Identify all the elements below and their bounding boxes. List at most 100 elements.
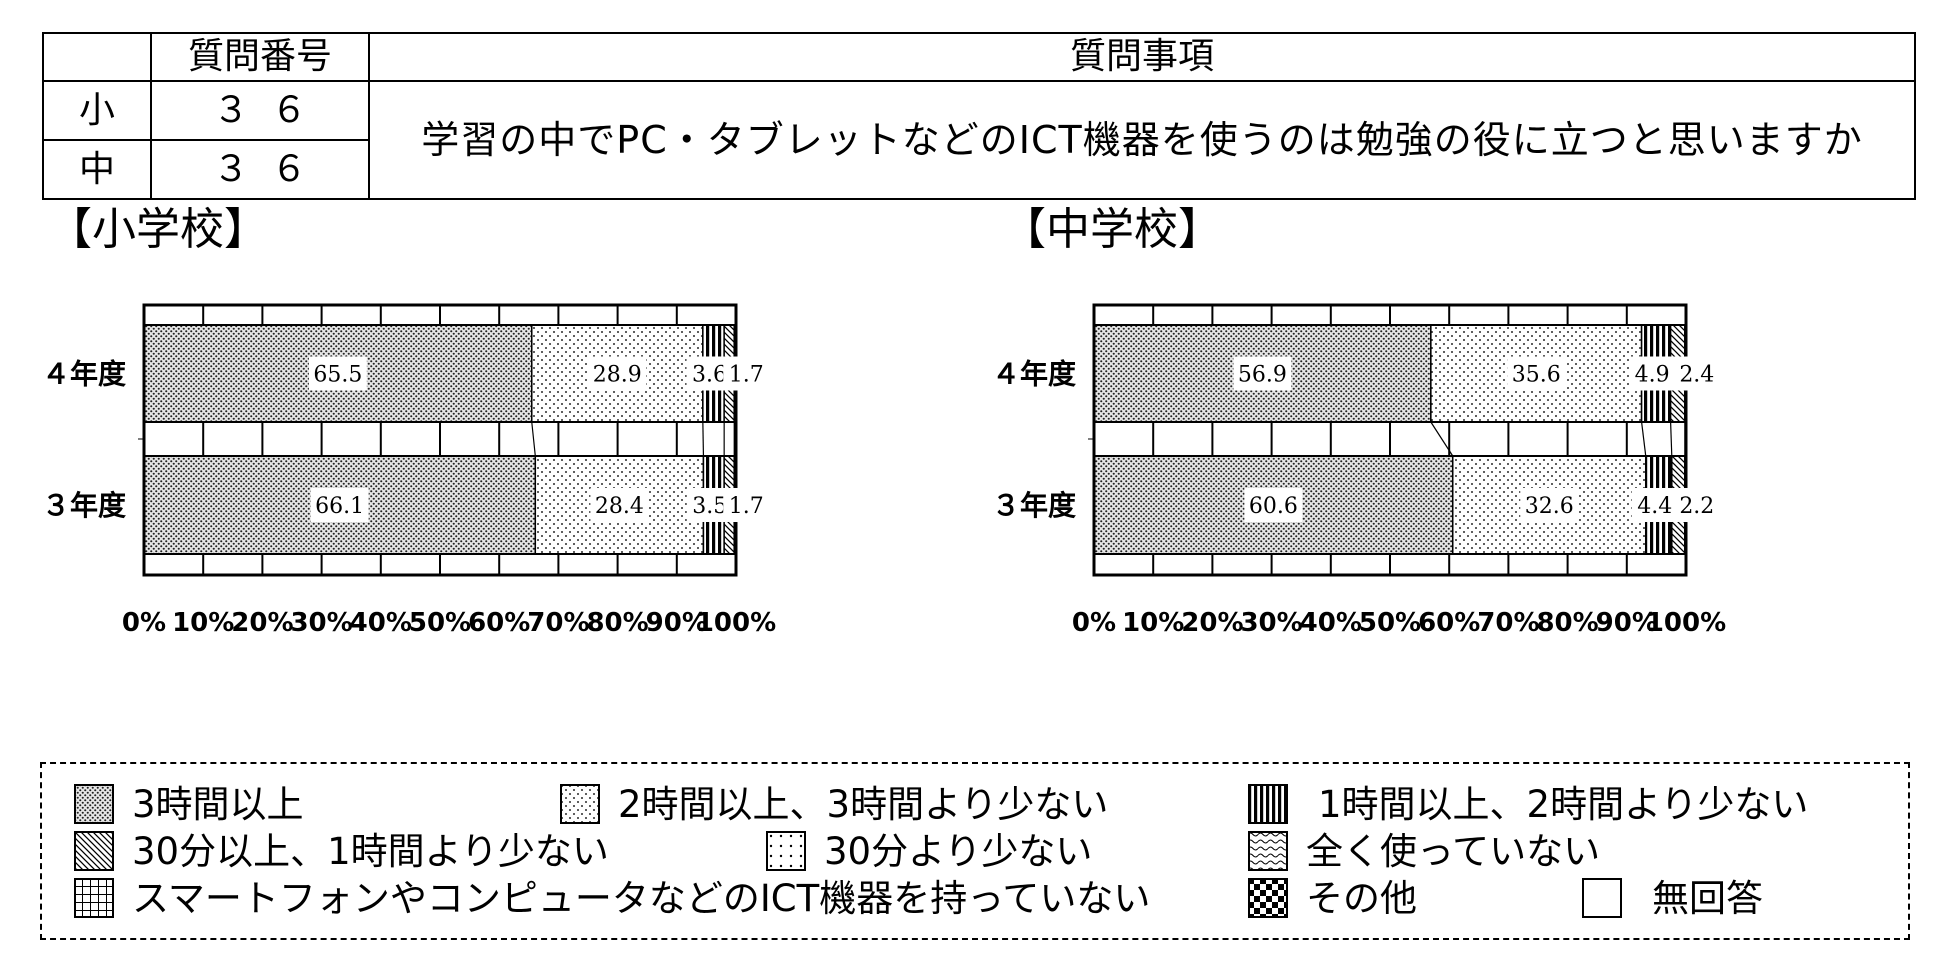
question-text: 学習の中でPC・タブレットなどのICT機器を使うのは勉強の役に立つと思いますか: [368, 80, 1916, 200]
section-title-junior-high: 【中学校】: [1002, 204, 1222, 255]
x-tick-label: 30%: [1240, 608, 1302, 638]
pattern-swatch-icon: [1248, 878, 1288, 918]
data-label-background: [590, 488, 649, 522]
pattern-swatch-icon: [766, 831, 806, 871]
x-tick-label: 80%: [586, 608, 648, 638]
pattern-swatch-icon: [560, 784, 600, 824]
data-label-background: [1233, 356, 1292, 391]
x-tick-label: 0%: [1072, 608, 1116, 638]
x-tick-label: 90%: [646, 608, 708, 638]
data-label-background: [1507, 356, 1566, 391]
data-label: 66.1: [315, 494, 364, 519]
legend-item-under-30m: 30分より少ない: [766, 831, 1092, 871]
x-tick-label: 100%: [1646, 608, 1726, 638]
data-label: 56.9: [1238, 363, 1287, 388]
question-number-elementary: ３６: [150, 80, 370, 141]
x-tick-label: 40%: [350, 608, 412, 638]
legend-item-no-device: スマートフォンやコンピュータなどのICT機器を持っていない: [74, 878, 1150, 918]
question-number-junior-high: ３６: [150, 139, 370, 200]
pattern-swatch-icon: [1248, 831, 1288, 871]
pattern-swatch-icon: [74, 878, 114, 918]
pattern-swatch-icon: [1582, 878, 1622, 918]
data-label: 3.5: [692, 494, 727, 519]
x-tick-label: 80%: [1536, 608, 1598, 638]
pattern-swatch-icon: [1248, 784, 1288, 824]
question-number-header: 質問番号: [150, 32, 370, 82]
legend-item-never-used: 全く使っていない: [1248, 831, 1600, 871]
data-label: 28.9: [593, 363, 642, 388]
connector-line: [1670, 421, 1673, 457]
data-label-background: [1629, 356, 1676, 391]
data-label-background: [1673, 488, 1720, 522]
x-tick-label: 70%: [1477, 608, 1539, 638]
x-tick-label: 100%: [696, 608, 776, 638]
data-label: 32.6: [1525, 494, 1574, 519]
data-label: 60.6: [1249, 494, 1298, 519]
legend-item-1h-2h: 1時間以上、2時間より少ない: [1248, 784, 1808, 824]
x-tick-label: 60%: [1418, 608, 1480, 638]
legend-label: その他: [1306, 876, 1417, 920]
level-junior-high: 中: [42, 139, 152, 200]
x-tick-label: 60%: [468, 608, 530, 638]
legend-label: 30分以上、1時間より少ない: [132, 829, 609, 873]
legend-label: スマートフォンやコンピュータなどのICT機器を持っていない: [132, 876, 1151, 920]
data-label: 28.4: [595, 494, 644, 519]
x-tick-label: 30%: [290, 608, 352, 638]
data-label-background: [723, 356, 770, 391]
legend-label: 無回答: [1652, 876, 1763, 920]
x-tick-label: 50%: [409, 608, 471, 638]
chart-junior-high: 56.9 35.6 4.9 2.4 60.6 32.6 4.4 2.2 ４年度 ３年度 0% 10%2…: [992, 303, 1726, 638]
data-label-background: [1244, 488, 1303, 522]
legend-item-3h-or-more: 3時間以上: [74, 784, 304, 824]
data-label: 3.6: [692, 363, 727, 388]
x-tick-label: 70%: [527, 608, 589, 638]
connector-line: [531, 421, 536, 457]
data-label: 35.6: [1512, 363, 1561, 388]
x-tick-label: 90%: [1596, 608, 1658, 638]
data-label-background: [310, 488, 369, 522]
x-tick-label: 20%: [1181, 608, 1243, 638]
legend-label: 1時間以上、2時間より少ない: [1318, 782, 1809, 826]
connector-line: [1641, 421, 1647, 457]
data-label: 2.2: [1679, 494, 1714, 519]
legend: 3時間以上 2時間以上、3時間より少ない 1時間以上、2時間より少ない 30分以…: [40, 762, 1910, 940]
data-label-background: [308, 356, 367, 391]
pattern-swatch-icon: [74, 784, 114, 824]
legend-label: 30分より少ない: [824, 829, 1093, 873]
x-tick-label: 10%: [172, 608, 234, 638]
section-title-elementary: 【小学校】: [48, 204, 268, 255]
x-tick-label: 10%: [1122, 608, 1184, 638]
data-label: 65.5: [313, 363, 362, 388]
category-label: ４年度: [42, 358, 126, 391]
level-elementary: 小: [42, 80, 152, 141]
legend-item-other: その他: [1248, 878, 1417, 918]
connector-line: [702, 421, 705, 457]
x-tick-label: 0%: [122, 608, 166, 638]
question-text-header: 質問事項: [368, 32, 1916, 82]
legend-item-2h-3h: 2時間以上、3時間より少ない: [560, 784, 1108, 824]
x-tick-label: 40%: [1300, 608, 1362, 638]
plot-frame: [1092, 303, 1688, 577]
legend-item-no-answer: 無回答: [1582, 878, 1763, 918]
data-label-background: [723, 488, 770, 522]
data-label: 1.7: [729, 494, 764, 519]
pattern-swatch-icon: [74, 831, 114, 871]
legend-label: 全く使っていない: [1306, 829, 1601, 873]
legend-label: 3時間以上: [132, 782, 304, 826]
table-corner-cell: [42, 32, 152, 82]
data-label: 2.4: [1679, 363, 1714, 388]
x-tick-label: 50%: [1359, 608, 1421, 638]
connector-line: [1430, 421, 1454, 457]
data-label-background: [1520, 488, 1579, 522]
data-label-background: [588, 356, 647, 391]
data-label-background: [1673, 356, 1720, 391]
legend-item-30m-1h: 30分以上、1時間より少ない: [74, 831, 609, 871]
category-label: ３年度: [42, 489, 126, 522]
category-label: ３年度: [992, 489, 1076, 522]
data-label: 4.9: [1635, 363, 1670, 388]
data-label: 1.7: [729, 363, 764, 388]
category-label: ４年度: [992, 358, 1076, 391]
x-tick-label: 20%: [231, 608, 293, 638]
question-table: 質問番号 質問事項 小 ３６ 学習の中でPC・タブレットなどのICT機器を使うの…: [42, 32, 1916, 200]
